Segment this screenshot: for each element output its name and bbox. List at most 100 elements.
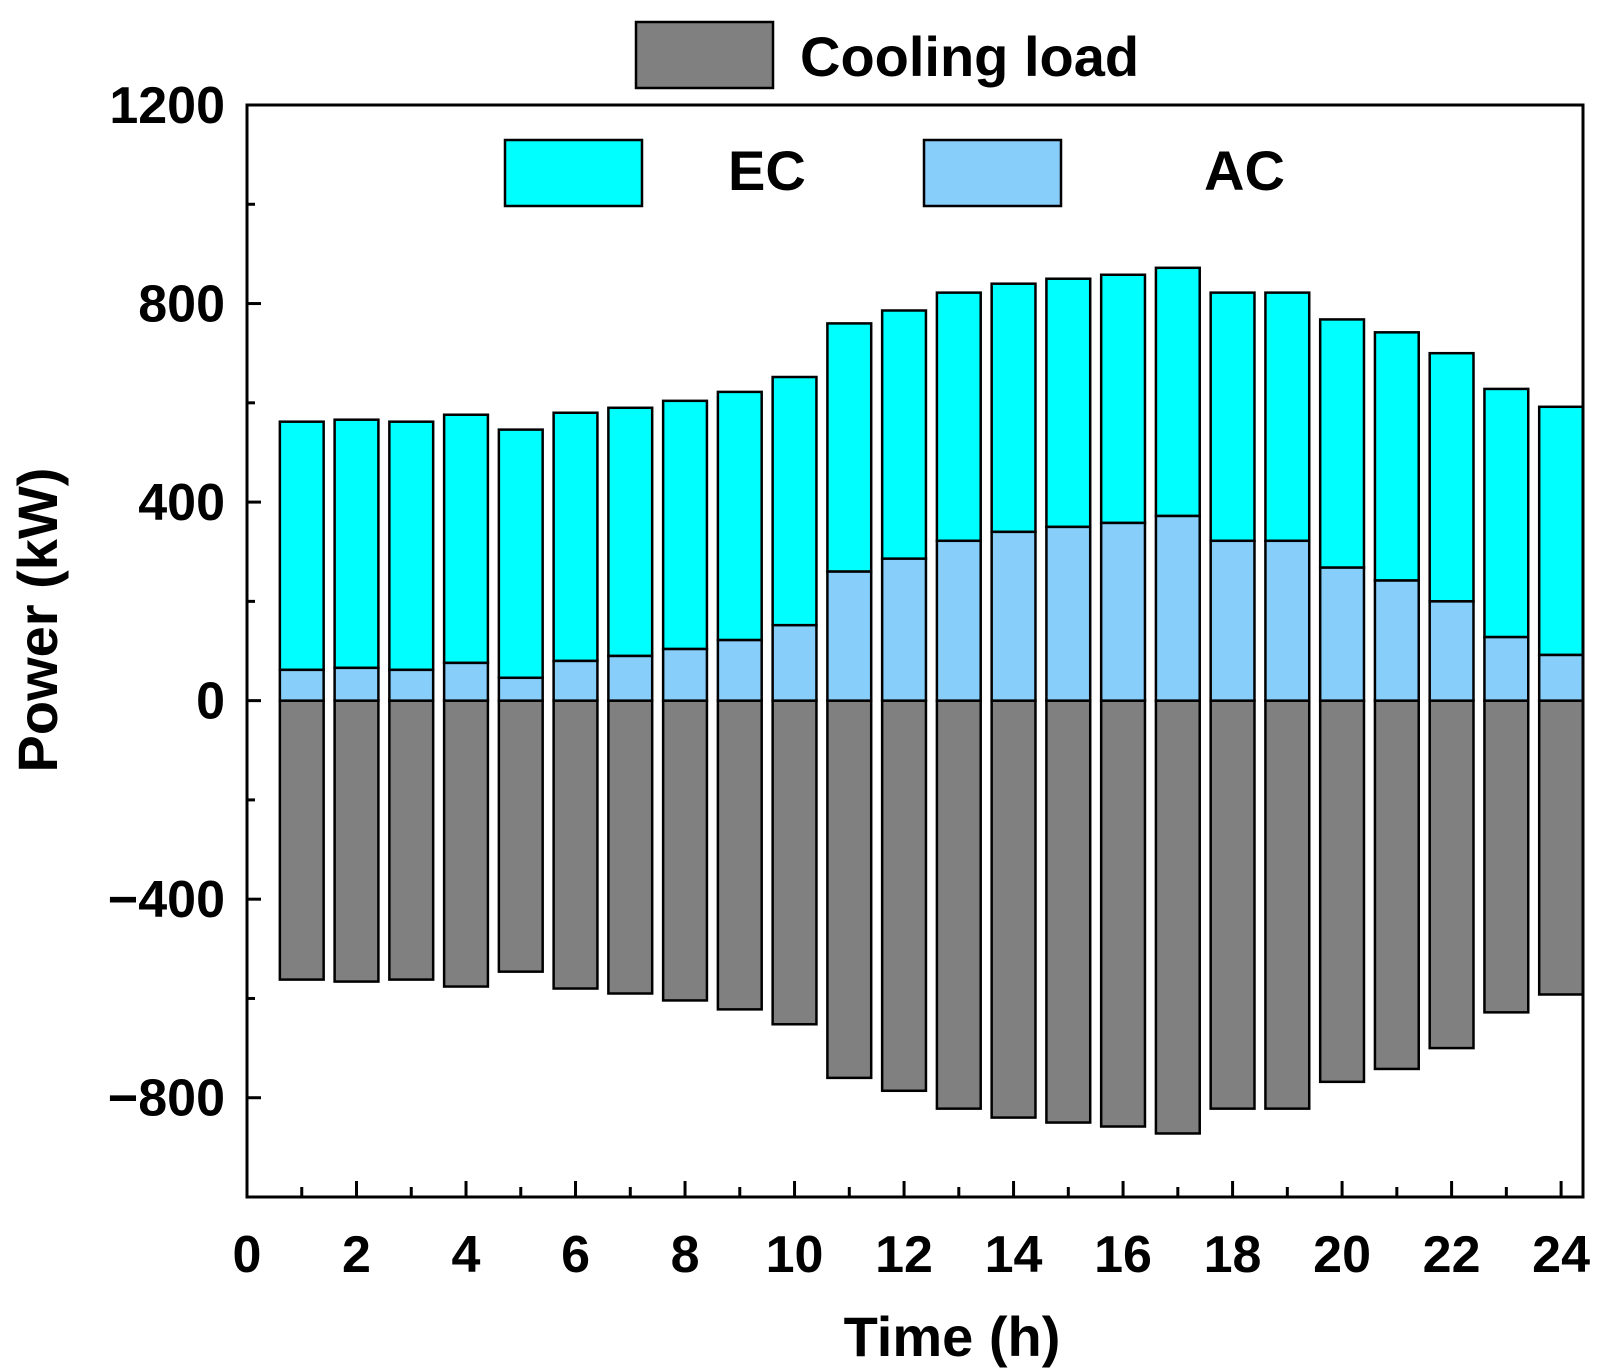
bar-ac-24 [1537, 653, 1585, 702]
x-tick-label-18: 18 [1204, 1226, 1262, 1284]
bar-ac-9 [716, 638, 763, 702]
legend-swatch-ec [503, 138, 644, 208]
bar-ec-23 [1483, 387, 1530, 639]
bar-cooling-load-18 [1209, 699, 1256, 1110]
x-tick-label-6: 6 [561, 1226, 590, 1284]
bar-cooling-load-22 [1428, 699, 1475, 1050]
bar-cooling-load-3 [388, 699, 435, 981]
legend-swatch-ac [922, 138, 1063, 208]
bar-cooling-load-1 [278, 699, 325, 981]
bar-cooling-load-21 [1373, 699, 1420, 1071]
bar-ec-11 [826, 322, 873, 573]
bar-ec-8 [661, 399, 709, 651]
legend-label-ac: AC [1204, 139, 1285, 202]
bar-ec-10 [771, 375, 818, 627]
legend-entry-ec: EC [503, 138, 806, 208]
bar-ec-12 [880, 309, 928, 560]
bar-ac-7 [607, 654, 654, 702]
bar-ac-20 [1318, 566, 1366, 702]
bar-ec-9 [716, 390, 763, 642]
bar-cooling-load-19 [1264, 699, 1311, 1110]
bar-cooling-load-2 [333, 699, 380, 983]
bar-cooling-load-23 [1483, 699, 1530, 1014]
legend-swatch-cooling-load [634, 20, 775, 90]
bar-ec-1 [278, 420, 325, 672]
y-tick-label--800: −800 [108, 1070, 225, 1128]
bar-ac-14 [990, 530, 1037, 702]
bar-cooling-load-20 [1318, 699, 1366, 1084]
bar-ac-17 [1154, 514, 1201, 702]
bar-cooling-load-6 [552, 699, 599, 990]
bar-cooling-load-4 [442, 699, 490, 988]
bar-ac-4 [442, 661, 490, 702]
bar-ac-5 [497, 676, 544, 702]
legend-entry-ac: AC [922, 138, 1285, 208]
y-axis-title: Power (kW) [6, 468, 69, 773]
legend-label-cooling-load: Cooling load [800, 25, 1139, 88]
x-tick-label-2: 2 [342, 1226, 371, 1284]
bar-ec-2 [333, 418, 380, 670]
x-tick-label-0: 0 [233, 1226, 262, 1284]
bar-ec-3 [388, 420, 435, 672]
x-tick-label-8: 8 [671, 1226, 700, 1284]
bar-ec-20 [1318, 318, 1366, 569]
bar-ec-7 [607, 406, 654, 658]
bar-ac-15 [1045, 525, 1092, 702]
bars-layer [278, 266, 1585, 1135]
x-tick-label-4: 4 [452, 1226, 481, 1284]
bar-cooling-load-10 [771, 699, 818, 1026]
bar-ac-19 [1264, 539, 1311, 702]
bar-cooling-load-13 [935, 699, 982, 1110]
bar-ec-13 [935, 291, 982, 543]
bar-ec-4 [442, 413, 490, 665]
bar-ec-5 [497, 428, 544, 680]
bar-ac-16 [1099, 521, 1147, 702]
bar-ac-6 [552, 659, 599, 702]
bar-cooling-load-17 [1154, 699, 1201, 1135]
bar-cooling-load-11 [826, 699, 873, 1080]
legend-entry-cooling-load: Cooling load [634, 20, 1139, 90]
y-tick-label-1200: 1200 [109, 77, 225, 135]
bar-ac-18 [1209, 539, 1256, 702]
x-axis-title: Time (h) [844, 1305, 1061, 1368]
y-tick-label--400: −400 [108, 871, 225, 929]
bar-cooling-load-14 [990, 699, 1037, 1119]
x-tick-label-22: 22 [1423, 1226, 1481, 1284]
y-tick-label-800: 800 [138, 276, 225, 334]
bar-cooling-load-7 [607, 699, 654, 995]
x-tick-label-16: 16 [1094, 1226, 1152, 1284]
bar-ec-18 [1209, 291, 1256, 543]
bar-ec-19 [1264, 291, 1311, 543]
bar-ec-21 [1373, 331, 1420, 582]
bar-cooling-load-16 [1099, 699, 1147, 1128]
bar-ac-11 [826, 570, 873, 702]
legend: Cooling load EC AC [503, 20, 1285, 208]
x-tick-label-12: 12 [875, 1226, 933, 1284]
bar-ac-3 [388, 668, 435, 702]
bar-ac-13 [935, 539, 982, 702]
bar-ec-22 [1428, 351, 1475, 603]
bar-ac-8 [661, 647, 709, 702]
bar-cooling-load-15 [1045, 699, 1092, 1124]
bar-ac-10 [771, 623, 818, 702]
y-tick-label-0: 0 [196, 673, 225, 731]
x-tick-label-10: 10 [766, 1226, 824, 1284]
bar-ec-15 [1045, 277, 1092, 529]
bar-ec-16 [1099, 273, 1147, 525]
bar-ec-6 [552, 411, 599, 663]
bar-ec-17 [1154, 266, 1201, 518]
y-tick-label-400: 400 [138, 474, 225, 532]
bar-cooling-load-8 [661, 699, 709, 1002]
x-tick-label-14: 14 [985, 1226, 1043, 1284]
bar-cooling-load-24 [1537, 699, 1585, 996]
bar-ac-1 [278, 668, 325, 702]
bar-ec-24 [1537, 405, 1585, 657]
bar-cooling-load-9 [716, 699, 763, 1011]
bar-ec-14 [990, 282, 1037, 534]
bar-ac-12 [880, 557, 928, 702]
bar-ac-2 [333, 666, 380, 702]
bar-ac-22 [1428, 600, 1475, 702]
bar-ac-23 [1483, 635, 1530, 702]
